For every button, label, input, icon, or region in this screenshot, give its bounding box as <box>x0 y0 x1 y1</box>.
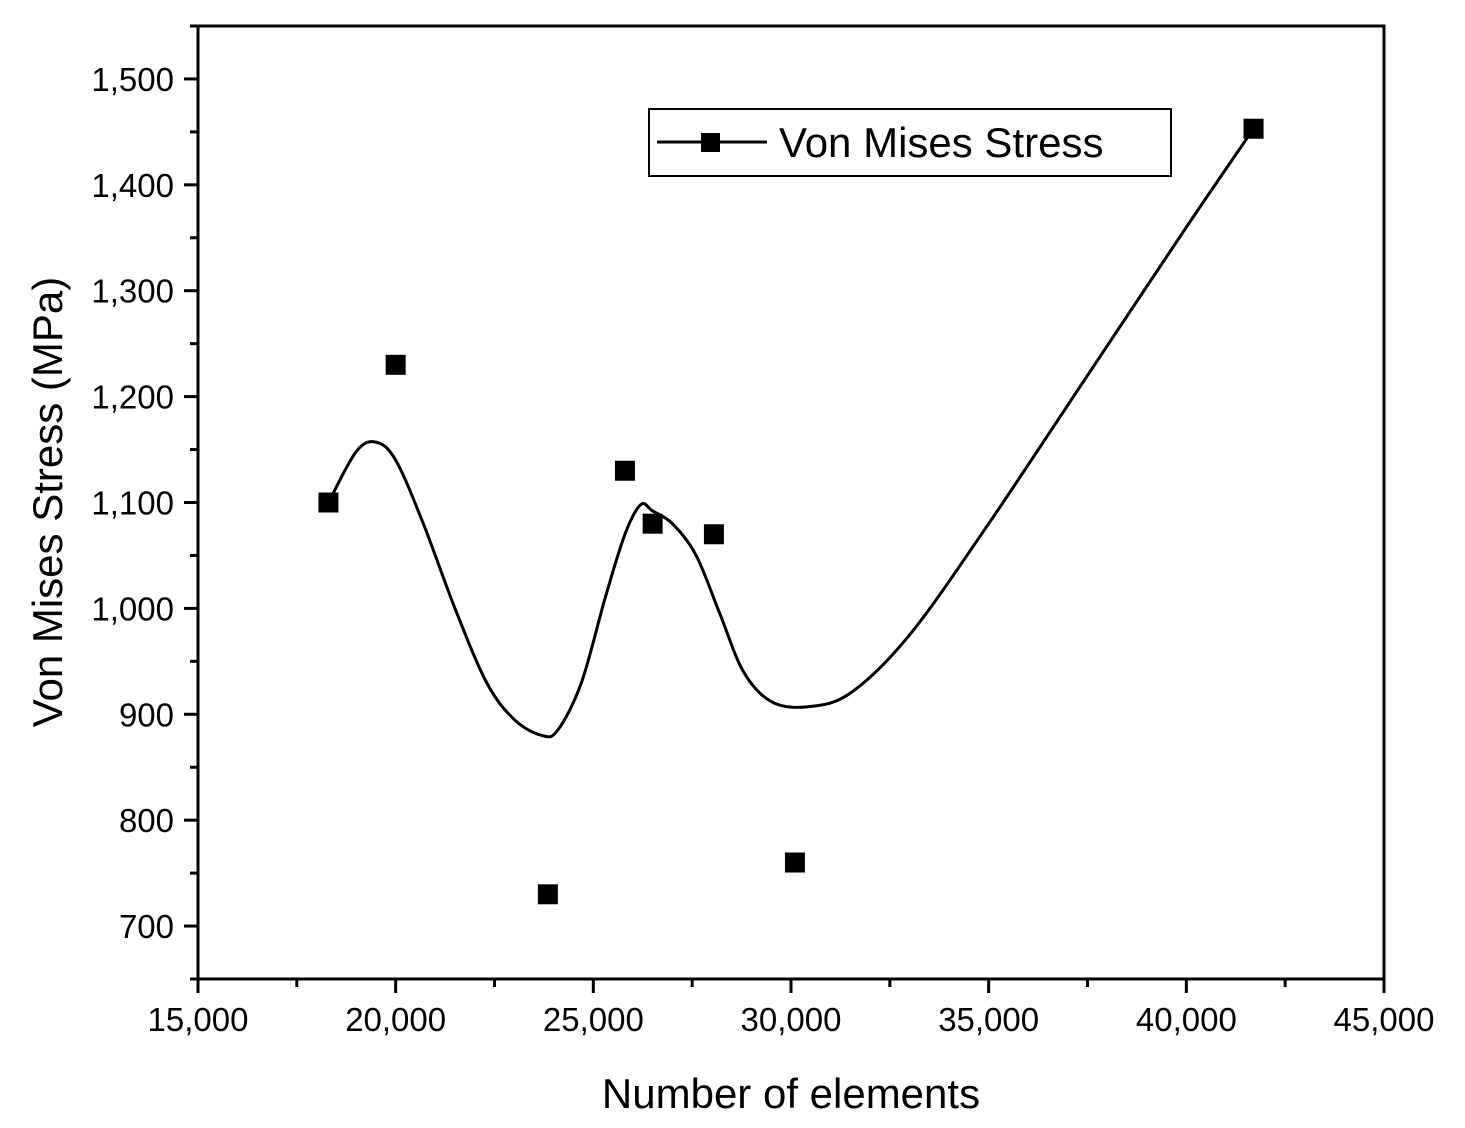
data-point <box>703 524 724 545</box>
x-tick-label: 40,000 <box>1136 1001 1237 1038</box>
x-axis: 15,000 20,000 25,000 30,000 35,000 40,000 45,0… <box>148 979 1435 1038</box>
series-curve <box>327 127 1255 739</box>
y-tick-label: 1,400 <box>91 167 174 204</box>
data-point <box>1243 118 1264 139</box>
data-point <box>642 513 663 534</box>
y-axis-title: Von Mises Stress (MPa) <box>24 277 71 727</box>
y-axis: 700 800 900 1,000 1,100 1,200 1,300 1,400 1,500 <box>91 24 198 981</box>
y-tick-label: 1,500 <box>91 61 174 98</box>
data-point <box>385 354 406 375</box>
data-point <box>537 884 558 905</box>
y-tick-label: 1,200 <box>91 379 174 416</box>
data-point <box>318 492 339 513</box>
y-tick-label: 1,100 <box>91 485 174 522</box>
y-tick-label: 800 <box>119 802 174 839</box>
legend-marker <box>701 133 720 152</box>
series-markers <box>318 118 1264 905</box>
legend: Von Mises Stress <box>648 108 1172 177</box>
x-tick-label: 15,000 <box>148 1001 249 1038</box>
y-tick-label: 1,300 <box>91 273 174 310</box>
x-tick-label: 30,000 <box>741 1001 842 1038</box>
x-tick-label: 25,000 <box>543 1001 644 1038</box>
data-point <box>614 460 635 481</box>
x-tick-label: 45,000 <box>1334 1001 1435 1038</box>
y-tick-label: 700 <box>119 908 174 945</box>
y-tick-label: 900 <box>119 696 174 733</box>
x-tick-label: 20,000 <box>345 1001 446 1038</box>
x-axis-title: Number of elements <box>602 1070 980 1117</box>
data-point <box>784 852 805 873</box>
y-tick-label: 1,000 <box>91 590 174 627</box>
legend-label: Von Mises Stress <box>779 119 1103 166</box>
x-tick-label: 35,000 <box>938 1001 1039 1038</box>
